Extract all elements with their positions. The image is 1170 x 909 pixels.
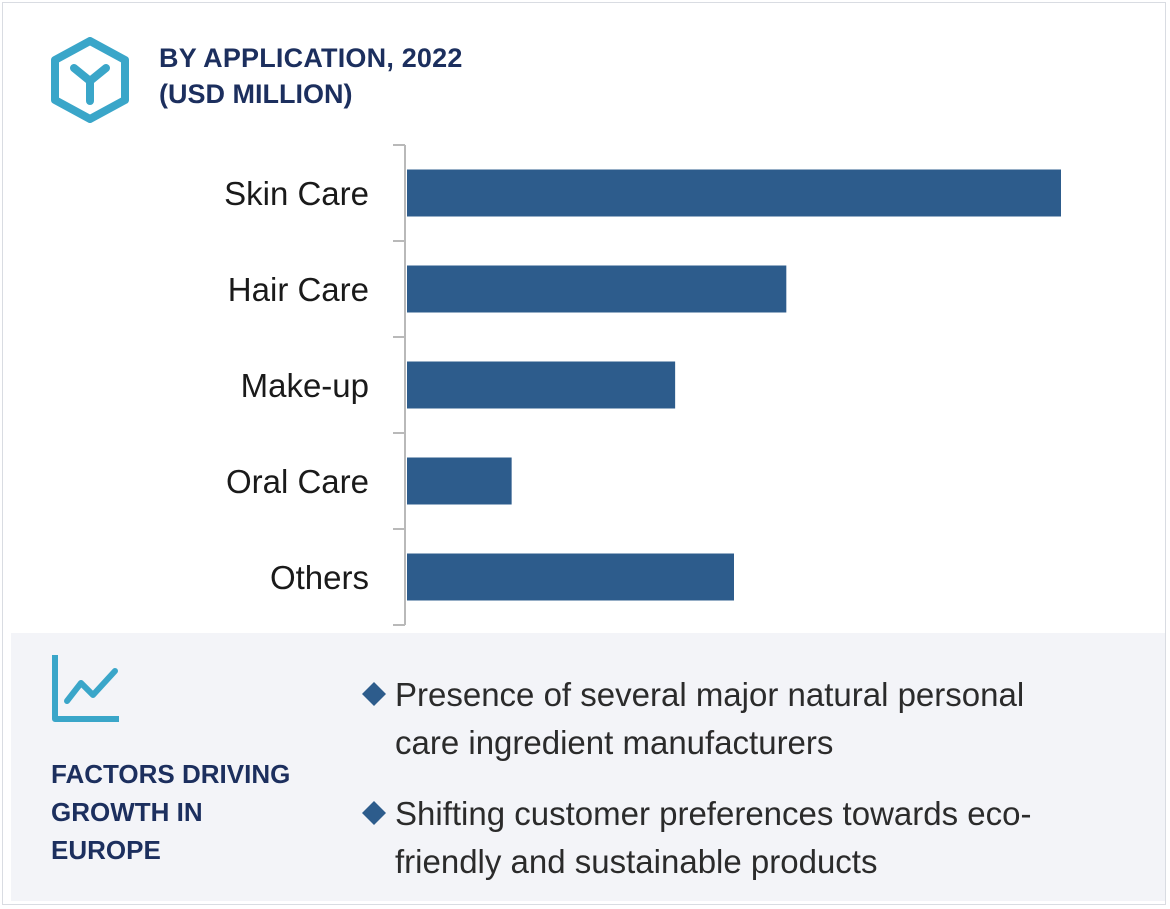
factor-text: Shifting customer preferences towards ec… — [395, 790, 1031, 886]
hexagon-y-icon — [51, 37, 129, 123]
category-label: Oral Care — [226, 463, 369, 500]
category-label: Others — [270, 559, 369, 596]
diamond-bullet-icon — [362, 801, 386, 825]
factors-title-line: FACTORS DRIVING — [51, 759, 291, 789]
bar-skin-care — [407, 169, 1061, 217]
chart-title: BY APPLICATION, 2022 — [159, 43, 463, 73]
factor-line: friendly and sustainable products — [395, 843, 878, 880]
bar-make-up — [407, 361, 676, 409]
bar-others — [407, 553, 734, 601]
factors-title-line: EUROPE — [51, 835, 161, 865]
trend-chart-icon — [52, 655, 119, 722]
chart-subtitle: (USD MILLION) — [159, 79, 353, 109]
category-label: Skin Care — [224, 175, 369, 212]
category-label: Hair Care — [228, 271, 369, 308]
factor-line: Presence of several major natural person… — [395, 676, 1025, 713]
bar-chart: Skin Care Hair Care Make-up Oral Care Others — [224, 144, 1061, 626]
factors-title-line: GROWTH IN — [51, 797, 203, 827]
factor-line: care ingredient manufacturers — [395, 724, 834, 761]
diamond-bullet-icon — [362, 682, 386, 706]
factor-text: Presence of several major natural person… — [395, 671, 1024, 767]
bar-oral-care — [407, 457, 512, 505]
factors-panel: FACTORS DRIVING GROWTH IN EUROPE Presenc… — [11, 633, 1165, 901]
factor-item: Presence of several major natural person… — [361, 671, 1121, 767]
category-label: Make-up — [241, 367, 369, 404]
factor-item: Shifting customer preferences towards ec… — [361, 790, 1121, 886]
bar-hair-care — [407, 265, 787, 313]
factor-line: Shifting customer preferences towards ec… — [395, 795, 1032, 832]
factors-title: FACTORS DRIVING GROWTH IN EUROPE — [51, 755, 331, 869]
